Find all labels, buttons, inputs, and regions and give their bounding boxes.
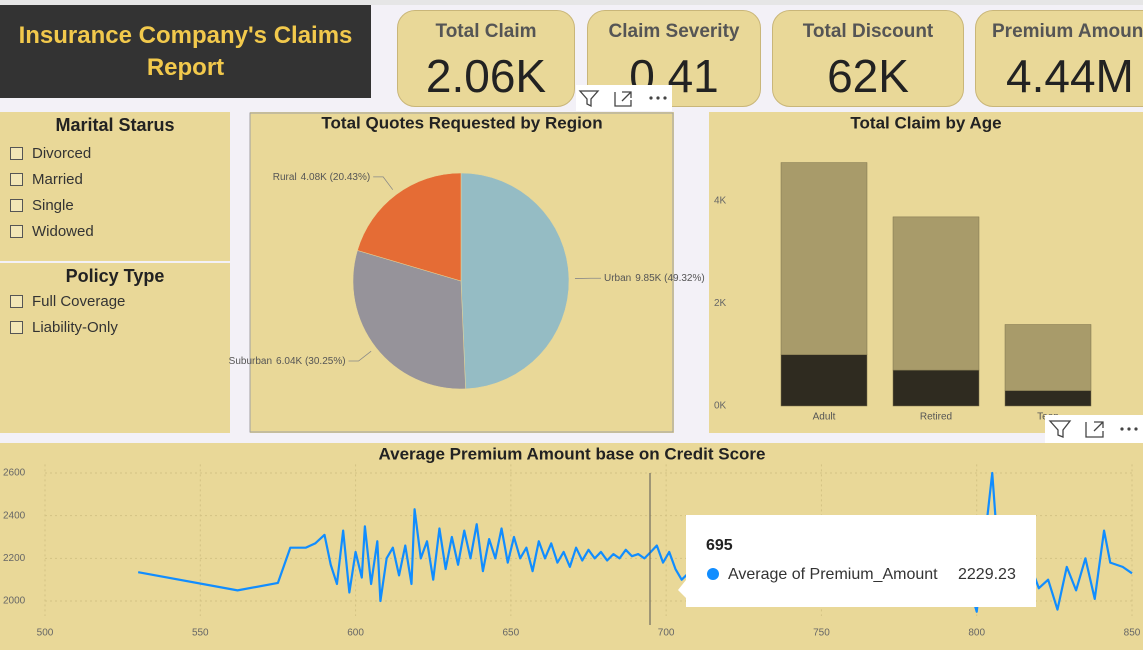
slicer-option[interactable]: Single <box>0 192 230 218</box>
checkbox[interactable] <box>10 224 23 238</box>
x-tick-label: Retired <box>920 412 952 423</box>
x-tick-label: 700 <box>658 628 675 639</box>
leader-line <box>348 350 372 362</box>
option-label: Full Coverage <box>32 292 126 310</box>
focus-icon[interactable] <box>614 91 632 107</box>
bar-segment <box>780 354 868 407</box>
option-label: Divorced <box>32 144 92 162</box>
slicer: Marital Starus Divorced Married Single W… <box>0 112 230 261</box>
tooltip-pointer <box>678 580 686 598</box>
kpi-card[interactable]: Claim Severity 0.41 <box>587 10 761 107</box>
category-label: Rural <box>273 172 297 183</box>
tooltip-title: 695 <box>706 537 733 554</box>
x-tick-label: 800 <box>968 628 985 639</box>
value-label: 4.08K (20.43%) <box>301 172 371 183</box>
report-title: Insurance Company's Claims Report <box>0 5 371 98</box>
option-label: Married <box>32 170 83 188</box>
visual-toolbar <box>1045 415 1143 443</box>
option-label: Liability-Only <box>32 318 118 336</box>
tooltip-label: Average of Premium_Amount <box>728 566 938 583</box>
x-tick-label: 600 <box>347 628 364 639</box>
value-label: 9.85K (49.32%) <box>635 273 705 284</box>
kpi-value: 62K <box>827 50 909 102</box>
slicer: Policy Type Full Coverage Liability-Only <box>0 263 230 433</box>
x-tick-label: 500 <box>37 628 54 639</box>
chart-title: Average Premium Amount base on Credit Sc… <box>378 444 765 463</box>
pie-slice <box>357 172 462 282</box>
kpi-label: Total Discount <box>802 21 934 42</box>
checkbox[interactable] <box>10 172 23 186</box>
y-tick-label: 2000 <box>3 596 26 607</box>
checkbox[interactable] <box>10 320 23 334</box>
y-tick-label: 0K <box>714 401 727 412</box>
more-icon[interactable] <box>649 96 667 100</box>
checkbox[interactable] <box>10 294 23 308</box>
slicer-option[interactable]: Liability-Only <box>0 314 230 340</box>
bar-segment <box>780 162 868 355</box>
y-tick-label: 4K <box>714 196 727 207</box>
toolbar-bg <box>1045 415 1143 443</box>
option-label: Widowed <box>32 222 94 240</box>
bar-segment <box>892 216 980 371</box>
bar-segment <box>1004 324 1092 391</box>
ribbon-strip <box>0 0 1143 5</box>
filter-icon[interactable] <box>578 90 600 108</box>
pie-slice <box>352 250 466 390</box>
data-label: Rural 4.08K (20.43%) <box>273 172 370 183</box>
option-label: Single <box>32 196 74 214</box>
kpi-card[interactable]: Total Claim 2.06K <box>397 10 575 107</box>
kpi-label: Total Claim <box>435 21 537 42</box>
kpi-label: Premium Amount <box>992 21 1143 42</box>
pie-slice <box>460 172 570 390</box>
focus-icon[interactable] <box>1085 421 1104 438</box>
kpi-label: Claim Severity <box>608 21 740 42</box>
y-tick-label: 2K <box>714 298 727 309</box>
bar-segment <box>892 369 980 407</box>
data-label: Urban 9.85K (49.32%) <box>604 273 705 284</box>
tooltip: 695 Average of Premium_Amount 2229.23 <box>678 515 1036 607</box>
kpi-value: 4.44M <box>1006 50 1134 102</box>
value-label: 6.04K (30.25%) <box>276 356 346 367</box>
slicer-title: Marital Starus <box>55 115 175 135</box>
slicer-option[interactable]: Full Coverage <box>0 288 230 314</box>
chart-title: Total Claim by Age <box>850 113 1001 132</box>
category-label: Urban <box>604 273 631 284</box>
selection-frame <box>249 112 674 433</box>
y-tick-label: 2600 <box>3 468 26 479</box>
x-tick-label: 850 <box>1124 628 1141 639</box>
slicer-title: Policy Type <box>65 266 165 286</box>
chart-title: Total Quotes Requested by Region <box>321 113 602 132</box>
data-label: Suburban 6.04K (30.25%) <box>229 356 346 367</box>
checkbox[interactable] <box>10 198 23 212</box>
slicer-option[interactable]: Widowed <box>0 218 230 244</box>
y-tick-label: 2200 <box>3 553 26 564</box>
x-tick-label: 750 <box>813 628 830 639</box>
more-icon[interactable] <box>1120 427 1138 431</box>
y-tick-label: 2400 <box>3 510 26 521</box>
x-tick-label: 550 <box>192 628 209 639</box>
tooltip-marker <box>707 568 719 580</box>
filter-icon[interactable] <box>1048 420 1072 438</box>
visual-toolbar <box>576 85 672 111</box>
tooltip-box <box>686 515 1036 607</box>
x-tick-label: 650 <box>503 628 520 639</box>
tooltip-value: 2229.23 <box>958 566 1016 583</box>
kpi-card[interactable]: Premium Amount 4.44M <box>975 10 1143 107</box>
x-tick-label: Adult <box>813 412 836 423</box>
checkbox[interactable] <box>10 146 23 160</box>
kpi-value: 2.06K <box>425 50 547 102</box>
category-label: Suburban <box>229 356 272 367</box>
leader-line <box>373 176 394 190</box>
slicer-option[interactable]: Divorced <box>0 140 230 166</box>
kpi-card[interactable]: Total Discount 62K <box>772 10 964 107</box>
bar-segment <box>1004 390 1092 407</box>
slicer-option[interactable]: Married <box>0 166 230 192</box>
